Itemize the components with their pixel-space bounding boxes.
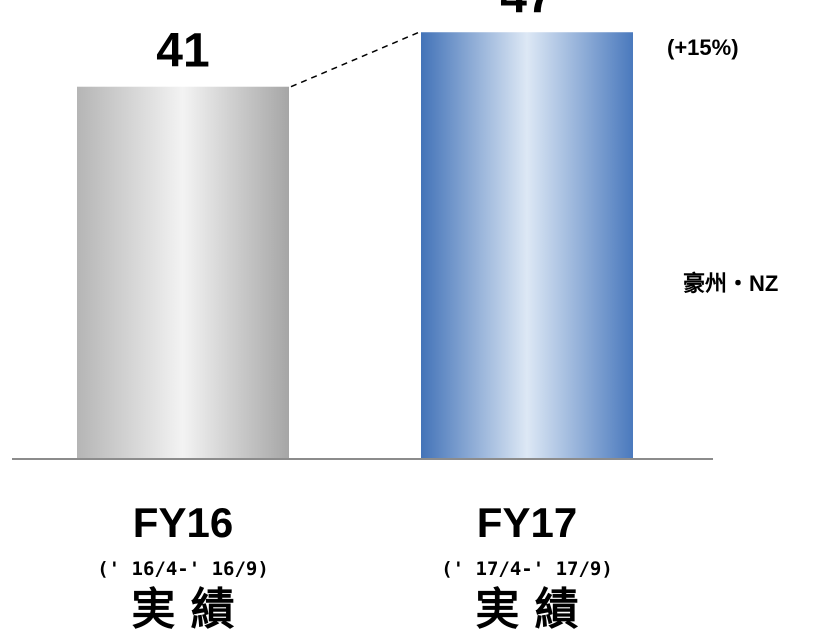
bar-fy17 (421, 32, 633, 460)
legend-series-name: 豪州・NZ (683, 271, 778, 296)
period-label-fy16: (' 16/4-' 16/9) (97, 558, 269, 580)
status-label-fy17: 実 績 (475, 584, 578, 633)
bar-fy16 (77, 86, 289, 459)
category-label-fy17: FY17 (477, 499, 577, 546)
category-label-fy16: FY16 (133, 499, 233, 546)
connector-line (290, 31, 420, 88)
growth-label: (+15%) (667, 35, 739, 60)
value-label-fy16: 41 (156, 25, 209, 78)
bars-group (77, 32, 633, 460)
period-label-fy17: (' 17/4-' 17/9) (441, 558, 613, 580)
labels-group: 41 FY16 (' 16/4-' 16/9) 実 績 47 FY17 (' 17/4-' … (97, 0, 613, 633)
value-label-fy17: 47 (500, 0, 553, 23)
status-label-fy16: 実 績 (131, 584, 234, 633)
